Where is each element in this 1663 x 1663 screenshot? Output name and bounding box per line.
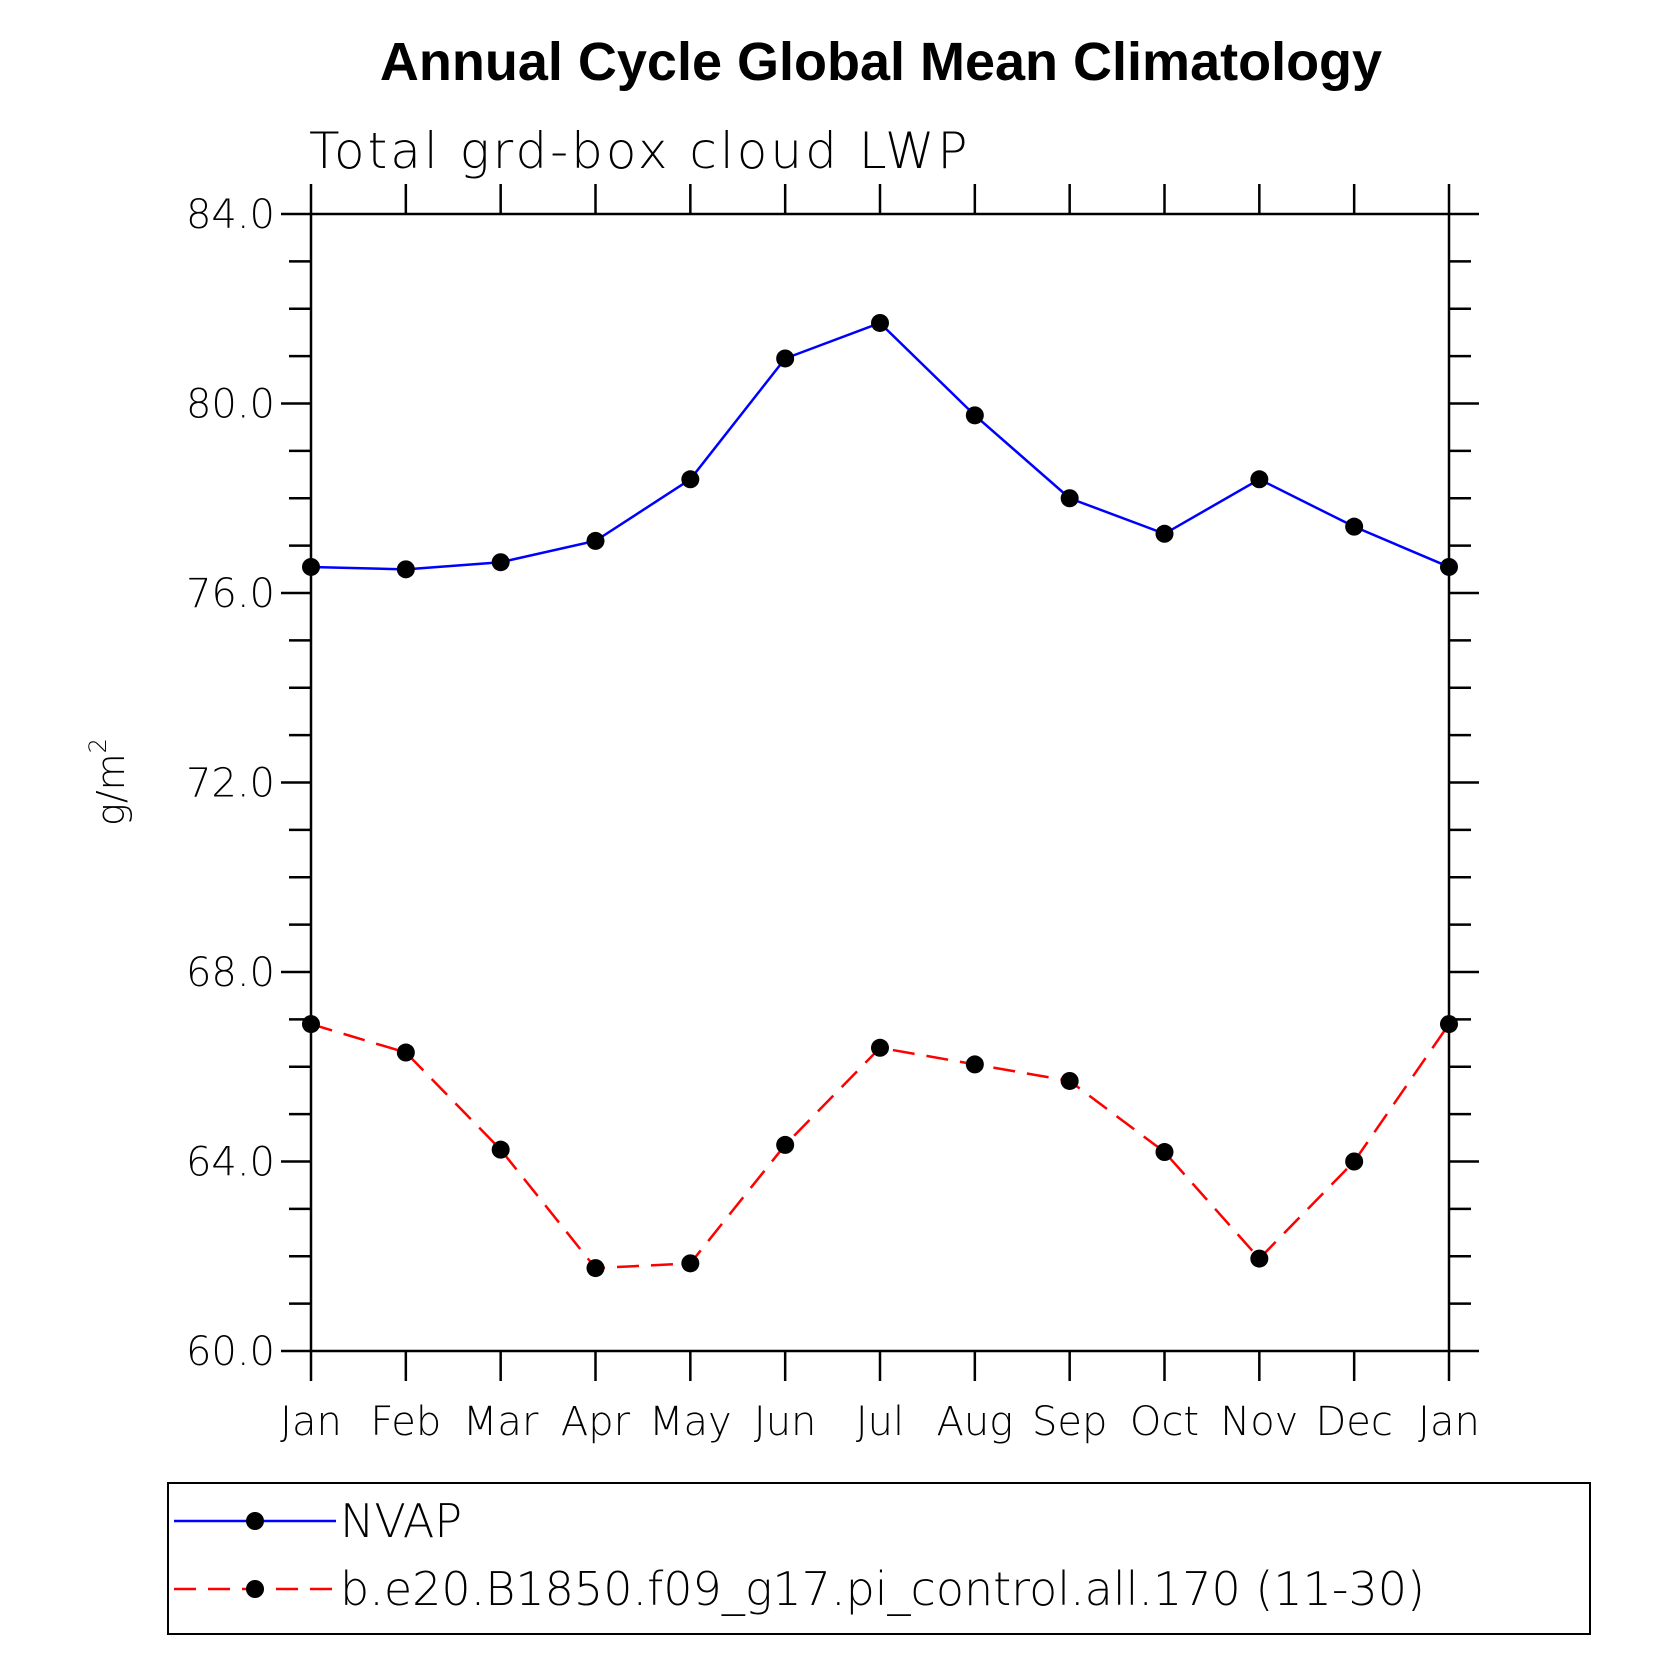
data-point — [1155, 1143, 1174, 1162]
x-axis: Jan Feb Mar Apr May Jun Jul Aug Sep Oct Nov Dec Jan — [280, 184, 1480, 1445]
x-tick-label: Jan — [280, 1399, 342, 1445]
data-point — [871, 313, 889, 332]
plot-frame — [309, 212, 1451, 1353]
legend-box — [167, 1482, 1591, 1635]
data-point — [1250, 470, 1269, 489]
x-tick-label: May — [649, 1399, 732, 1445]
y-tick-label: 72.0 — [186, 761, 275, 807]
x-tick-label: Aug — [936, 1399, 1013, 1445]
legend-marker-2 — [246, 1580, 264, 1598]
y-tick-label: 68.0 — [186, 950, 275, 996]
y-axis-label-text: g/m — [89, 753, 133, 826]
data-point — [586, 1259, 605, 1278]
data-point — [302, 557, 320, 576]
plot-area-border — [309, 212, 1451, 1353]
data-point — [776, 349, 795, 368]
legend: NVAP b.e20.B1850.f09_g17.pi_control.all.1… — [167, 1482, 1591, 1635]
x-tick-label: Mar — [463, 1399, 539, 1445]
x-tick-label: Jun — [754, 1399, 817, 1445]
x-tick-label: Feb — [370, 1399, 441, 1445]
data-point — [1345, 517, 1364, 536]
data-point — [1345, 1152, 1364, 1171]
x-tick-label: Jan — [1418, 1399, 1480, 1445]
y-axis-label: g/m2 — [84, 738, 133, 826]
data-point — [1155, 524, 1174, 543]
y-tick-label: 84.0 — [186, 192, 275, 238]
x-tick-label: Oct — [1130, 1399, 1199, 1445]
data-point — [586, 531, 605, 550]
data-point — [1440, 557, 1458, 576]
data-point — [965, 406, 984, 425]
x-tick-label: Jul — [856, 1399, 904, 1445]
y-axis: 60.0 64.0 68.0 72.0 76.0 80.0 84.0 — [186, 192, 1479, 1375]
data-point — [1440, 1015, 1458, 1034]
data-point — [396, 560, 415, 579]
data-point — [396, 1043, 415, 1062]
y-tick-label: 76.0 — [186, 571, 275, 617]
y-tick-label: 80.0 — [186, 382, 275, 428]
y-tick-label: 64.0 — [186, 1140, 275, 1186]
data-point — [302, 1015, 320, 1034]
data-point — [965, 1055, 984, 1074]
y-axis-label-superscript: 2 — [84, 738, 112, 753]
y-tick-label: 60.0 — [186, 1329, 275, 1375]
data-point — [1250, 1249, 1269, 1268]
data-point — [1060, 1071, 1079, 1090]
data-point — [1060, 489, 1079, 508]
data-point — [871, 1038, 889, 1057]
series-line-2 — [310, 1022, 1451, 1270]
data-point — [681, 470, 700, 489]
series-line-1 — [310, 321, 1450, 571]
legend-label-1: NVAP — [340, 1494, 462, 1548]
chart-title: Annual Cycle Global Mean Climatology — [380, 32, 1382, 92]
x-tick-label: Dec — [1315, 1399, 1392, 1445]
data-point — [491, 553, 510, 572]
series-layer — [302, 313, 1458, 1278]
x-tick-label: Sep — [1032, 1399, 1107, 1445]
x-tick-label: Apr — [561, 1399, 631, 1445]
chart-subtitle: Total grd-box cloud LWP — [309, 122, 971, 180]
legend-marker-1 — [246, 1512, 264, 1530]
data-point — [491, 1140, 510, 1159]
legend-items: NVAP b.e20.B1850.f09_g17.pi_control.all.1… — [174, 1494, 1425, 1616]
data-point — [776, 1135, 795, 1154]
data-point — [681, 1254, 700, 1273]
x-tick-label: Nov — [1220, 1399, 1298, 1445]
legend-label-2: b.e20.B1850.f09_g17.pi_control.all.170 (… — [340, 1562, 1425, 1616]
